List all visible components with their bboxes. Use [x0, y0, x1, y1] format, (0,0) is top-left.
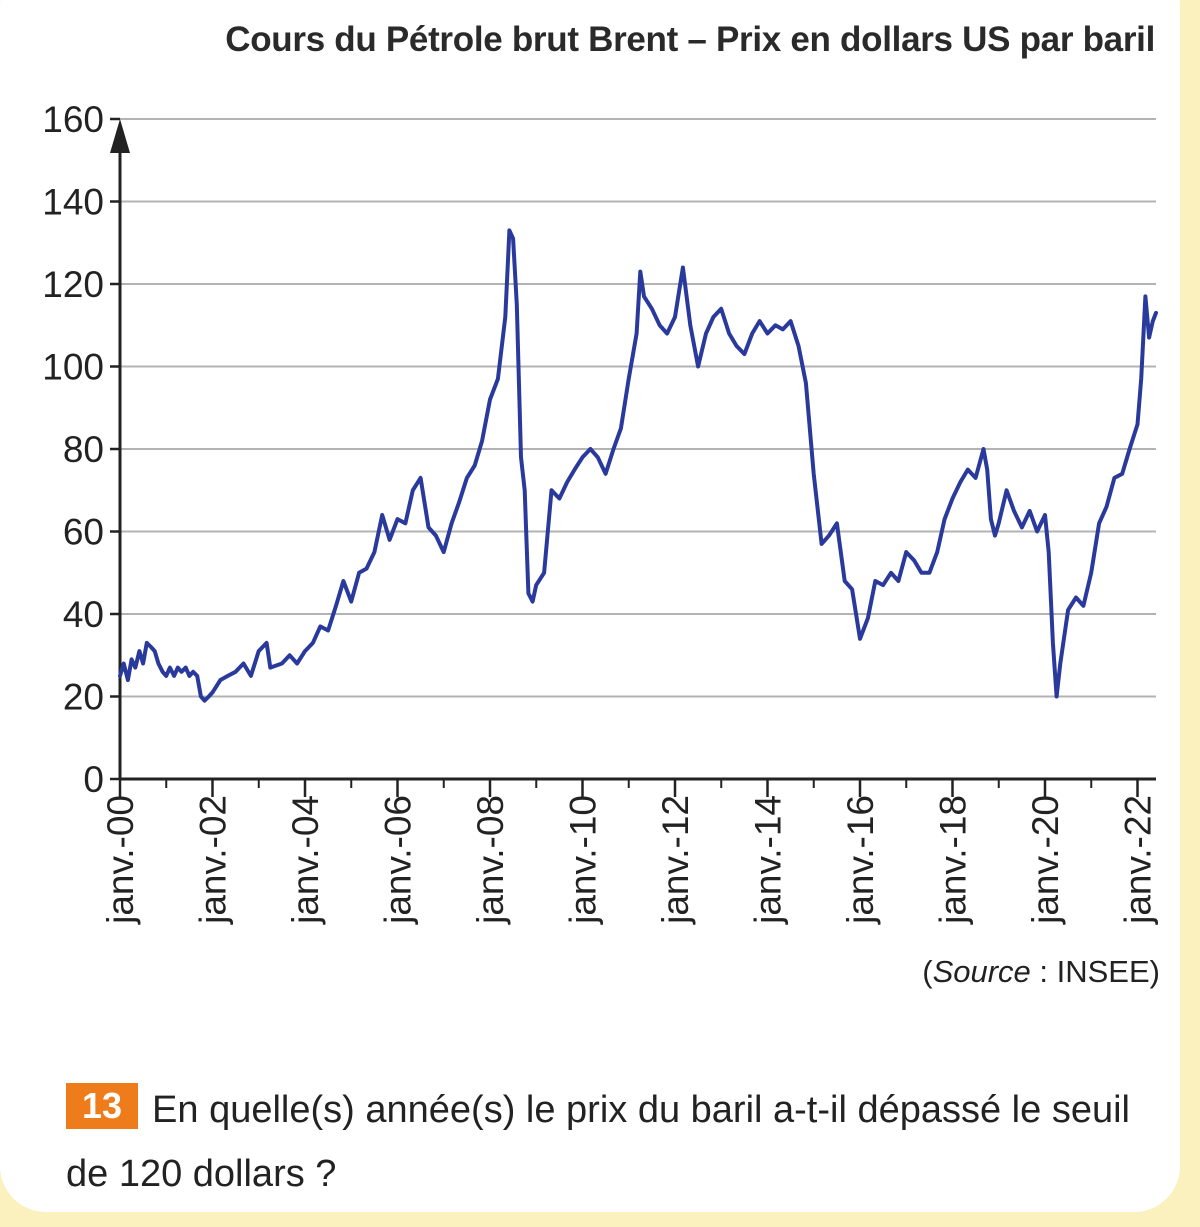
- x-tick-label-2002: janv.-02: [193, 795, 234, 925]
- y-tick-label-140: 140: [42, 182, 104, 223]
- y-tick-label-60: 60: [63, 512, 104, 553]
- y-tick-label-80: 80: [63, 429, 104, 470]
- axis-layer: 0 20 40 60 80 100 120 140 160 janv.-00 janv.-02 jan…: [42, 99, 1158, 925]
- source-note: (Source : INSEE): [922, 954, 1160, 989]
- x-tick-label-2006: janv.-06: [378, 795, 419, 925]
- x-tick-label-2014: janv.-14: [748, 795, 789, 925]
- x-tick-label-2020: janv.-20: [1025, 795, 1066, 925]
- x-tick-label-2000: janv.-00: [100, 795, 141, 925]
- y-tick-label-0: 0: [83, 759, 104, 800]
- x-tick-label-2018: janv.-18: [933, 795, 974, 925]
- line-layer: [118, 228, 1158, 703]
- x-tick-label-2008: janv.-08: [470, 795, 511, 925]
- brent-price-chart: 0 20 40 60 80 100 120 140 160 janv.-00 janv.-02 jan…: [42, 99, 1158, 925]
- y-tick-label-160: 160: [42, 99, 104, 140]
- x-tick-label-2012: janv.-12: [655, 795, 696, 925]
- grid-layer: [120, 118, 1156, 698]
- question-block: 13 En quelle(s) année(s) le prix du baril…: [66, 1078, 1156, 1206]
- series-line-brent: [118, 228, 1158, 703]
- question-text: En quelle(s) année(s) le prix du baril a…: [66, 1089, 1130, 1195]
- y-tick-label-100: 100: [42, 347, 104, 388]
- x-tick-label-2010: janv.-10: [563, 795, 604, 925]
- x-tick-label-2016: janv.-16: [840, 795, 881, 925]
- y-tick-label-40: 40: [63, 594, 104, 635]
- y-axis-arrow: [110, 119, 130, 153]
- chart-title: Cours du Pétrole brut Brent – Prix en do…: [225, 20, 1155, 59]
- source-word: Source: [932, 954, 1031, 989]
- question-number-badge: 13: [66, 1083, 139, 1129]
- y-tick-label-20: 20: [63, 677, 104, 718]
- x-tick-label-2004: janv.-04: [285, 795, 326, 925]
- y-tick-label-120: 120: [42, 264, 104, 305]
- x-tick-label-2022: janv.-22: [1118, 795, 1159, 925]
